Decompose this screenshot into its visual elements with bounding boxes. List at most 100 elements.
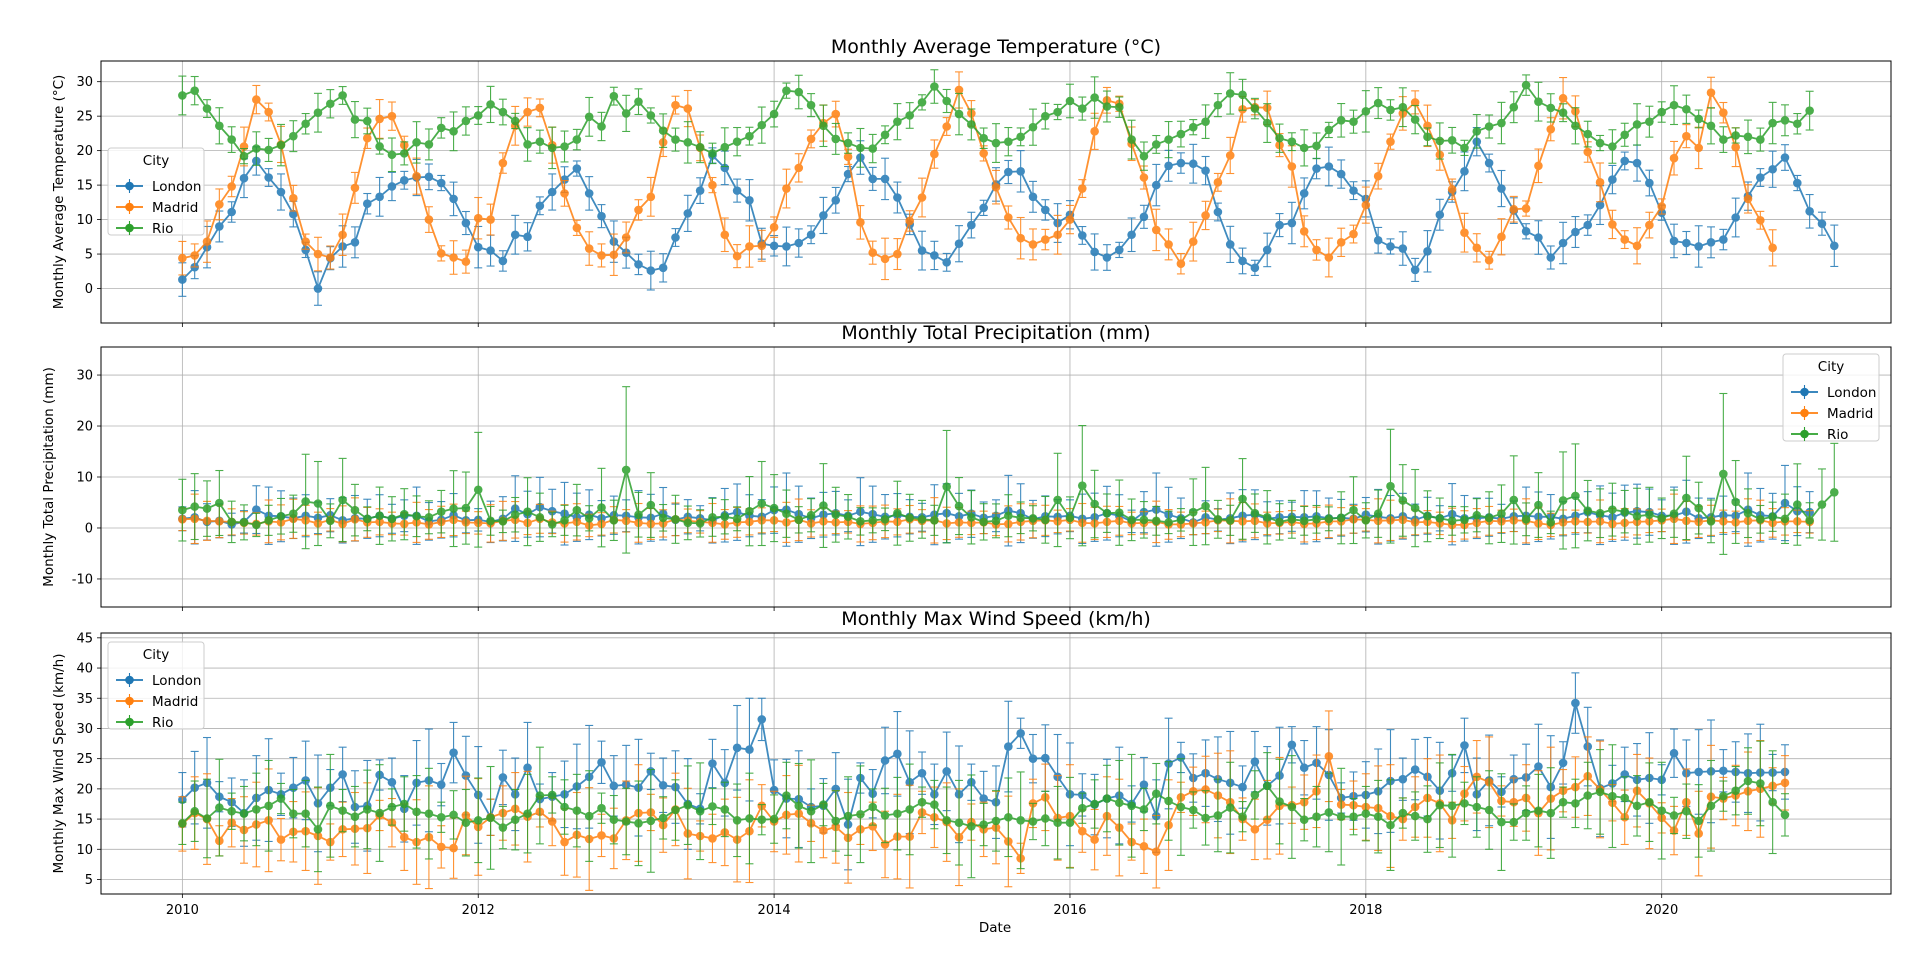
data-point — [547, 187, 557, 197]
data-point — [930, 516, 939, 525]
data-point — [1053, 107, 1062, 117]
data-point — [560, 516, 569, 525]
data-point — [1756, 173, 1765, 182]
data-point — [1201, 117, 1210, 126]
data-point — [486, 813, 495, 823]
data-point — [510, 116, 520, 126]
data-point — [868, 822, 878, 831]
data-point — [1706, 121, 1716, 131]
data-point — [1028, 192, 1038, 202]
data-point — [806, 806, 816, 816]
data-point — [252, 95, 261, 104]
data-point — [1004, 167, 1013, 177]
data-point — [1077, 184, 1087, 193]
data-point — [634, 819, 643, 828]
data-point — [1780, 115, 1790, 125]
data-point — [671, 100, 680, 110]
data-point — [1682, 104, 1691, 114]
data-point — [1669, 509, 1679, 519]
data-point — [252, 505, 261, 514]
data-point — [1423, 246, 1432, 256]
data-point — [215, 222, 224, 231]
data-point — [1016, 132, 1025, 142]
data-point — [1620, 507, 1630, 516]
data-point — [1620, 793, 1630, 803]
data-point — [375, 808, 384, 818]
data-point — [1657, 107, 1667, 117]
data-point — [1090, 499, 1099, 509]
data-point — [831, 109, 841, 119]
data-point — [535, 137, 545, 146]
data-point — [1780, 514, 1790, 524]
data-point — [1558, 496, 1568, 505]
y-tick-label: 10 — [76, 471, 93, 486]
y-tick-label: 0 — [85, 282, 93, 297]
data-point — [1213, 515, 1223, 524]
data-point — [609, 250, 619, 260]
data-point — [745, 195, 754, 205]
data-point — [1410, 811, 1420, 821]
data-point — [1127, 801, 1136, 811]
data-point — [930, 149, 939, 159]
data-point — [757, 120, 767, 130]
data-point — [708, 759, 717, 768]
data-point — [1127, 230, 1136, 240]
data-point — [1509, 204, 1519, 214]
data-point — [658, 513, 668, 523]
data-point — [1571, 799, 1580, 808]
data-point — [338, 806, 347, 815]
data-point — [720, 805, 730, 814]
data-point — [1176, 802, 1186, 812]
data-point — [1151, 225, 1161, 235]
data-point — [1521, 227, 1531, 236]
data-point — [1829, 487, 1839, 497]
data-point — [1645, 178, 1654, 188]
data-point — [1312, 812, 1321, 821]
data-point — [560, 189, 569, 198]
data-point — [215, 200, 224, 209]
data-point — [338, 230, 347, 240]
data-point — [917, 515, 927, 524]
data-point — [1780, 810, 1790, 820]
data-point — [942, 815, 951, 825]
data-point — [1238, 90, 1247, 100]
data-point — [1719, 235, 1728, 244]
data-point — [486, 215, 495, 224]
data-point — [1004, 812, 1013, 822]
data-point — [1817, 500, 1827, 509]
data-point — [1250, 790, 1260, 800]
data-point — [794, 238, 804, 248]
data-point — [1324, 514, 1334, 524]
x-axis-label: Date — [979, 920, 1011, 936]
data-point — [264, 145, 273, 155]
data-point — [535, 103, 545, 113]
y-tick-label: 5 — [85, 873, 93, 888]
data-point — [979, 133, 988, 143]
data-point — [905, 513, 915, 523]
data-point — [1349, 505, 1358, 515]
data-point — [1706, 801, 1716, 811]
data-point — [252, 520, 261, 530]
data-point — [560, 837, 569, 847]
data-point — [1053, 818, 1062, 828]
data-point — [584, 189, 594, 198]
data-point — [227, 207, 236, 217]
data-point — [1016, 167, 1025, 176]
data-point — [1719, 766, 1728, 776]
legend-item-madrid: Madrid — [1791, 406, 1873, 422]
data-point — [1460, 741, 1469, 750]
data-point — [375, 142, 384, 151]
series-madrid — [178, 71, 1777, 281]
data-point — [671, 515, 680, 524]
data-point — [1201, 501, 1210, 511]
data-point — [1731, 142, 1740, 152]
y-tick-label: 30 — [76, 369, 93, 384]
data-point — [301, 809, 310, 818]
data-point — [1028, 817, 1038, 826]
data-point — [646, 266, 656, 275]
data-point — [893, 508, 902, 518]
data-point — [782, 184, 791, 193]
data-point — [893, 809, 902, 818]
data-point — [1349, 812, 1358, 821]
data-point — [375, 511, 384, 521]
